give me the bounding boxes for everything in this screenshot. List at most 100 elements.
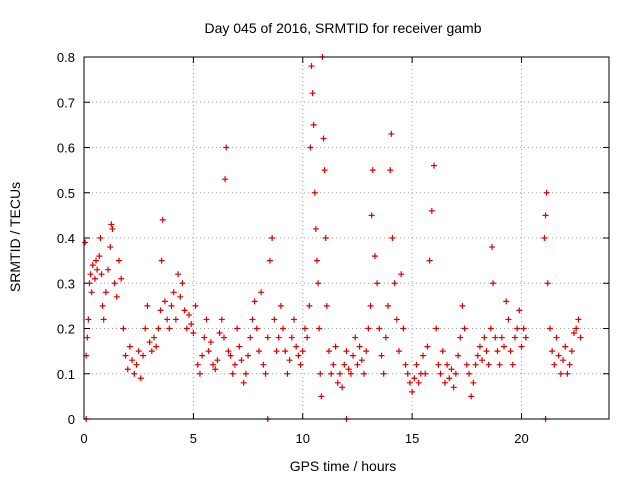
data-point-marker bbox=[186, 311, 192, 318]
data-point-marker bbox=[420, 352, 427, 359]
data-point-marker bbox=[347, 370, 354, 377]
data-point-marker bbox=[304, 334, 311, 341]
data-point-marker bbox=[470, 379, 477, 386]
data-point-marker bbox=[365, 325, 372, 332]
data-point-marker bbox=[146, 339, 153, 346]
data-point-marker bbox=[221, 334, 227, 341]
data-point-marker bbox=[183, 325, 190, 332]
data-point-marker bbox=[234, 325, 241, 332]
data-point-marker bbox=[307, 144, 314, 151]
data-point-marker bbox=[297, 361, 304, 368]
x-axis-label: GPS time / hours bbox=[290, 458, 397, 474]
data-point-marker bbox=[385, 302, 392, 309]
data-point-marker bbox=[400, 325, 407, 332]
data-point-marker bbox=[411, 375, 418, 382]
data-point-marker bbox=[448, 366, 455, 373]
data-point-marker bbox=[361, 370, 367, 377]
data-point-marker bbox=[229, 370, 236, 377]
data-point-marker bbox=[498, 334, 505, 341]
data-point-marker bbox=[175, 271, 182, 278]
data-point-marker bbox=[124, 366, 131, 373]
data-point-marker bbox=[293, 343, 300, 350]
data-point-marker bbox=[318, 393, 325, 400]
data-point-marker bbox=[262, 370, 269, 377]
data-point-marker bbox=[450, 384, 457, 391]
data-point-marker bbox=[343, 348, 350, 355]
chart-title: Day 045 of 2016, SRMTID for receiver gam… bbox=[204, 20, 481, 36]
data-point-marker bbox=[332, 343, 339, 350]
data-point-marker bbox=[404, 370, 411, 377]
data-point-marker bbox=[249, 316, 256, 323]
data-point-marker bbox=[345, 366, 352, 373]
y-tick-label: 0.5 bbox=[57, 186, 75, 201]
x-tick-label: 20 bbox=[514, 431, 528, 446]
data-point-marker bbox=[507, 348, 514, 355]
data-point-marker bbox=[326, 348, 332, 355]
data-point-marker bbox=[457, 334, 464, 341]
data-point-marker bbox=[490, 280, 497, 287]
data-point-marker bbox=[159, 216, 166, 223]
data-point-marker bbox=[487, 325, 494, 332]
data-point-marker bbox=[170, 289, 177, 296]
data-point-marker bbox=[240, 379, 247, 386]
data-point-marker bbox=[398, 271, 405, 278]
y-tick-label: 0 bbox=[68, 412, 75, 427]
data-point-marker bbox=[320, 135, 327, 142]
data-point-marker bbox=[568, 348, 575, 355]
y-tick-label: 0.7 bbox=[57, 95, 75, 110]
data-point-marker bbox=[315, 280, 322, 287]
data-point-marker bbox=[144, 302, 151, 309]
data-point-marker bbox=[201, 334, 208, 341]
data-point-marker bbox=[422, 370, 429, 377]
data-point-marker bbox=[309, 90, 316, 97]
data-point-marker bbox=[153, 343, 160, 350]
data-point-marker bbox=[488, 244, 495, 251]
data-point-marker bbox=[105, 266, 112, 273]
data-point-marker bbox=[573, 325, 580, 332]
data-point-marker bbox=[306, 302, 313, 309]
data-point-marker bbox=[168, 302, 175, 309]
data-point-marker bbox=[312, 225, 319, 232]
data-point-marker bbox=[135, 348, 142, 355]
data-point-marker bbox=[273, 348, 280, 355]
data-point-marker bbox=[387, 167, 394, 174]
data-point-marker bbox=[551, 361, 558, 368]
data-point-marker bbox=[100, 316, 107, 323]
data-point-marker bbox=[177, 293, 184, 300]
data-point-marker bbox=[474, 352, 481, 359]
data-point-marker bbox=[483, 348, 490, 355]
data-point-marker bbox=[245, 352, 252, 359]
data-point-marker bbox=[350, 352, 357, 359]
data-point-marker bbox=[321, 167, 328, 174]
data-point-marker bbox=[102, 289, 109, 296]
data-point-marker bbox=[352, 334, 359, 341]
data-point-marker bbox=[188, 320, 195, 327]
data-point-marker bbox=[93, 257, 100, 264]
data-point-marker bbox=[122, 352, 129, 359]
data-point-marker bbox=[284, 370, 291, 377]
y-tick-label: 0.4 bbox=[57, 231, 75, 246]
data-point-marker bbox=[161, 298, 168, 305]
data-point-marker bbox=[82, 239, 89, 246]
data-point-marker bbox=[466, 370, 472, 377]
data-point-marker bbox=[310, 121, 317, 128]
data-point-marker bbox=[354, 361, 361, 368]
data-point-marker bbox=[358, 357, 365, 364]
data-point-marker bbox=[140, 352, 147, 359]
data-point-marker bbox=[172, 316, 179, 323]
data-point-marker bbox=[428, 207, 435, 214]
x-tick-label: 0 bbox=[80, 431, 87, 446]
data-point-marker bbox=[511, 334, 518, 341]
data-point-marker bbox=[543, 189, 550, 196]
data-point-marker bbox=[295, 352, 302, 359]
data-point-marker bbox=[218, 316, 225, 323]
data-point-marker bbox=[109, 225, 116, 232]
data-point-marker bbox=[455, 352, 462, 359]
data-point-marker bbox=[380, 370, 387, 377]
data-point-marker bbox=[514, 325, 521, 332]
y-tick-label: 0.8 bbox=[57, 50, 75, 65]
data-point-marker bbox=[192, 302, 199, 309]
data-point-marker bbox=[86, 280, 93, 287]
data-point-marker bbox=[227, 352, 234, 359]
